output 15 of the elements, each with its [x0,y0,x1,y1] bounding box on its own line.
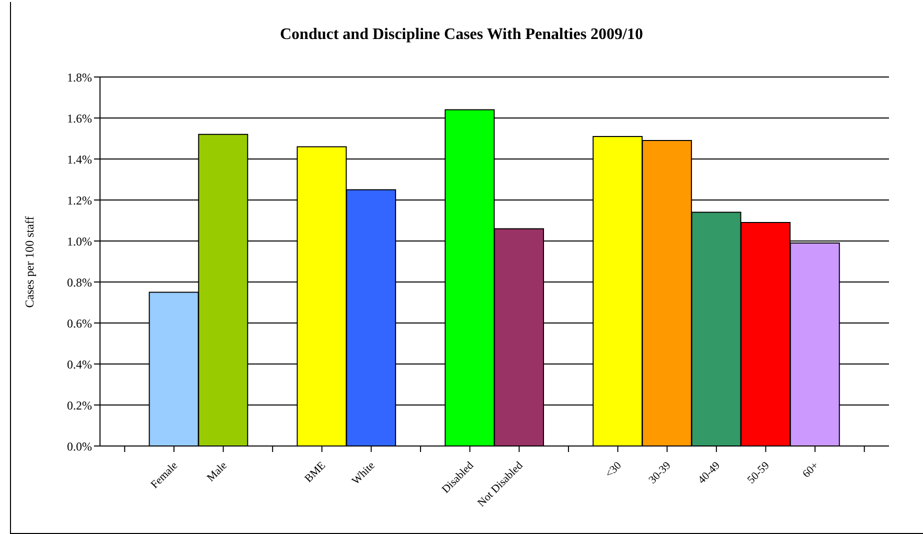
y-tick-label: 1.6% [67,111,92,126]
x-tick-label: 60+ [800,460,822,480]
y-tick-label: 0.6% [67,316,92,330]
x-tick-label: <30 [603,459,624,480]
chart-title: Conduct and Discipline Cases With Penalties 2009/10 [278,26,644,44]
y-tick-label: 1.4% [67,152,92,166]
y-tick-label: 0.2% [67,398,92,412]
y-tick-label: 1.0% [67,234,92,248]
y-tick-label: 0.8% [67,275,92,290]
y-tick-label: 0.4% [67,357,92,372]
y-tick-label: 1.2% [67,193,92,208]
y-tick-label: 0.0% [67,439,92,454]
y-axis-title: Cases per 100 staff [22,216,38,308]
y-tick-label: 1.8% [67,70,92,84]
x-tick-label: Male [204,460,230,484]
